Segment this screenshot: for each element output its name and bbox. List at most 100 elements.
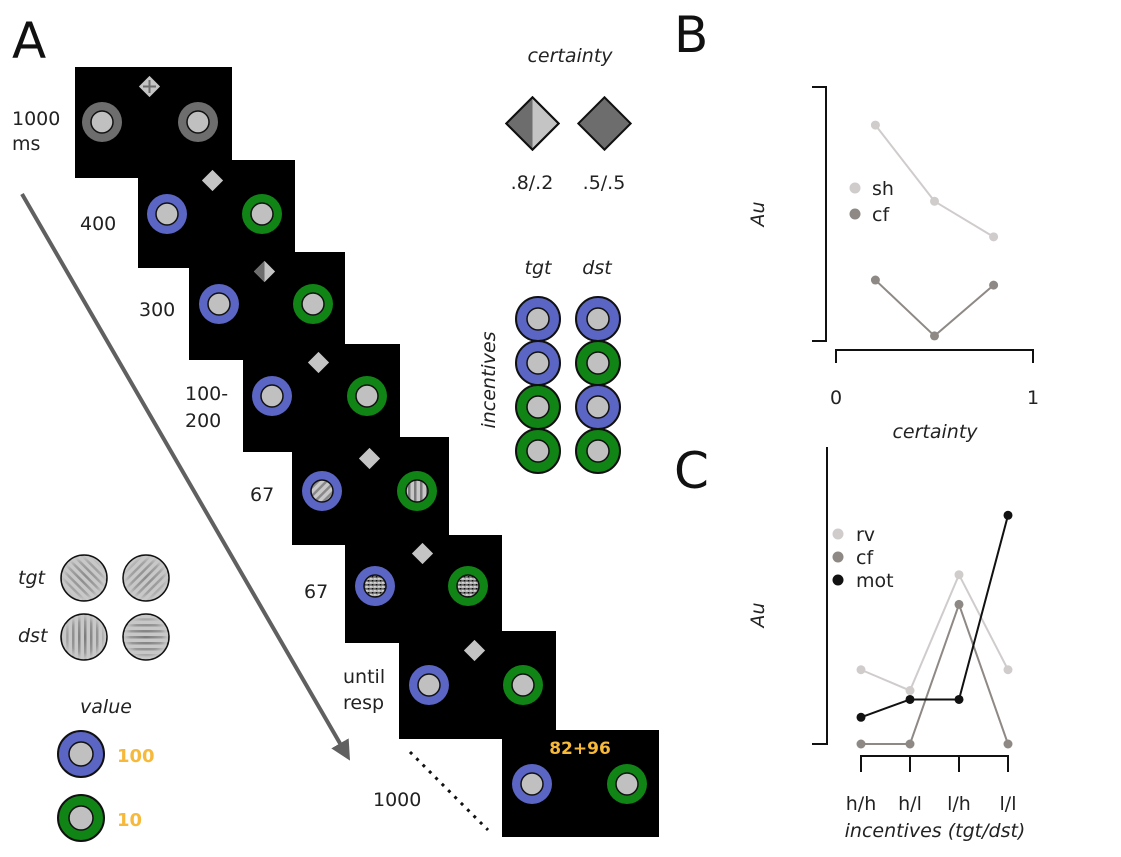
legend-label-cf: cf <box>856 547 874 569</box>
chart-b-y-axis <box>812 86 827 342</box>
distractor-grating-icon <box>122 613 170 661</box>
value-green: 10 <box>117 810 142 831</box>
data-point-sh <box>870 120 880 130</box>
chart-c-ylabel: Au <box>747 602 769 629</box>
chart-c-xlabel: incentives (tgt/dst) <box>845 820 1026 842</box>
screen-delay <box>243 344 400 452</box>
chart-b-ylabel: Au <box>747 201 769 228</box>
legend-label-cf: cf <box>872 204 890 226</box>
data-point-cf <box>870 275 880 285</box>
series-line-rv <box>860 572 1009 692</box>
data-point-sh <box>930 196 939 206</box>
data-point-cf <box>905 739 915 749</box>
data-point-rv <box>954 570 964 580</box>
panel-letter-a: A <box>12 12 46 70</box>
chart-c-x-axis <box>860 755 1009 772</box>
duration-label: 1000 <box>12 108 60 130</box>
incentive-patch <box>526 395 550 419</box>
reward-score: 82+96 <box>549 739 611 759</box>
chart-b-x-axis <box>835 349 1034 363</box>
duration-label: 1000 <box>373 789 421 811</box>
duration-label: ms <box>12 133 40 155</box>
data-point-mot <box>954 694 964 704</box>
incentives-col-dst: dst <box>582 257 613 279</box>
chart-c-xtick: h/l <box>898 793 922 815</box>
series-line-cf <box>861 601 1009 745</box>
certainty-legend: certainty .8/.2 .5/.5 <box>504 45 633 194</box>
duration-label: 100- <box>185 383 228 405</box>
data-point-cf <box>989 280 999 290</box>
data-point-sh <box>989 232 999 242</box>
value-title: value <box>80 696 132 718</box>
legend-label-sh: sh <box>872 178 894 200</box>
legend-marker-cf <box>832 551 844 563</box>
screen-color-cue <box>138 160 295 268</box>
screen-fixation <box>75 67 232 178</box>
data-point-mot <box>856 712 866 722</box>
certainty-value-high: .8/.2 <box>511 172 554 194</box>
incentive-patch <box>526 307 550 331</box>
data-point-cf <box>930 331 939 341</box>
chart-b-xtick: 0 <box>830 387 842 409</box>
data-point-mot <box>905 694 915 704</box>
data-point-cf <box>1003 739 1013 749</box>
duration-label: 200 <box>185 410 221 432</box>
duration-label: 300 <box>139 299 175 321</box>
screen-mask <box>345 535 502 643</box>
incentive-patch <box>586 395 610 419</box>
chart-b-xlabel: certainty <box>892 421 978 443</box>
duration-label: 67 <box>250 484 274 506</box>
series-line-mot <box>860 515 1009 719</box>
incentive-patch <box>586 307 610 331</box>
data-point-rv <box>905 686 915 696</box>
data-point-rv <box>856 665 866 675</box>
chart-c-xtick: l/l <box>1000 793 1017 815</box>
certainty-value-low: .5/.5 <box>583 172 626 194</box>
certainty-diamond-high <box>504 95 561 152</box>
legend-label-rv: rv <box>856 524 875 546</box>
screen-response <box>399 631 556 739</box>
duration-label: resp <box>343 692 384 714</box>
incentives-title: incentives <box>478 331 500 428</box>
screen-feedback: 82+96 <box>502 730 659 837</box>
incentives-grid: tgt dst incentives <box>478 257 621 474</box>
chart-b-xtick: 1 <box>1027 387 1039 409</box>
legend-dst-label: dst <box>18 625 49 647</box>
chart-c: Au incentives (tgt/dst) h/h h/l l/h l/l rvcf… <box>747 447 1025 842</box>
certainty-diamond-low <box>576 95 633 152</box>
value-blue: 100 <box>117 746 155 767</box>
legend-marker-mot <box>832 574 844 586</box>
certainty-title: certainty <box>527 45 613 67</box>
legend-label-mot: mot <box>856 570 894 592</box>
screen-gratings <box>292 437 449 545</box>
duration-label: 400 <box>80 213 116 235</box>
incentive-patch <box>526 439 550 463</box>
data-point-mot <box>1003 510 1013 520</box>
time-arrow <box>20 192 351 761</box>
incentive-patch <box>586 351 610 375</box>
legend-marker-rv <box>832 528 844 540</box>
dotted-leader <box>408 750 490 832</box>
chart-c-xtick: l/h <box>947 793 971 815</box>
incentive-patch <box>586 439 610 463</box>
duration-label: 67 <box>304 581 328 603</box>
screen-certainty-cue <box>189 252 345 360</box>
series-line-cf <box>874 279 995 338</box>
panel-letter-c: C <box>674 442 709 500</box>
panel-letter-b: B <box>674 6 708 64</box>
duration-labels: 1000 ms 400 300 100- 200 67 67 until res… <box>12 108 421 811</box>
target-grating-icon <box>122 554 170 602</box>
distractor-grating-icon <box>60 613 108 661</box>
chart-c-y-axis <box>812 447 828 745</box>
legend-tgt-label: tgt <box>18 567 47 589</box>
data-point-rv <box>1003 665 1013 675</box>
data-point-cf <box>954 599 964 609</box>
legend-marker-cf <box>849 208 861 220</box>
duration-label: until <box>343 666 385 688</box>
target-grating-icon <box>60 554 108 602</box>
stimulus-legend: tgt dst value 100 10 <box>18 554 170 842</box>
legend-marker-sh <box>849 182 861 194</box>
chart-c-xtick: h/h <box>846 793 877 815</box>
incentives-col-tgt: tgt <box>525 257 554 279</box>
